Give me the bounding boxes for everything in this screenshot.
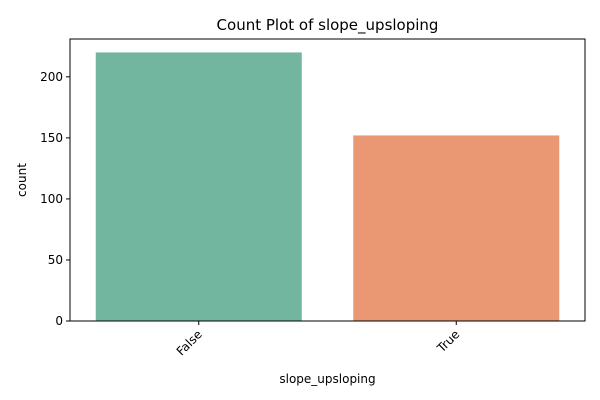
bar-false	[95, 52, 302, 322]
y-tick-label: 0	[55, 314, 63, 328]
x-axis-label: slope_upsloping	[279, 372, 375, 386]
x-tick-label: True	[434, 327, 463, 356]
bars-group	[95, 52, 560, 322]
y-tick-label: 100	[40, 192, 63, 206]
y-tick-label: 150	[40, 131, 63, 145]
x-axis: False True	[174, 321, 463, 358]
chart-title: Count Plot of slope_upsloping	[217, 16, 439, 35]
x-tick-label: False	[174, 327, 205, 358]
y-tick-label: 200	[40, 70, 63, 84]
y-axis: 0 50 100 150 200	[40, 70, 70, 328]
bar-true	[353, 135, 560, 321]
y-tick-label: 50	[48, 253, 63, 267]
plot-frame	[69, 38, 586, 322]
y-axis-label: count	[15, 163, 29, 197]
